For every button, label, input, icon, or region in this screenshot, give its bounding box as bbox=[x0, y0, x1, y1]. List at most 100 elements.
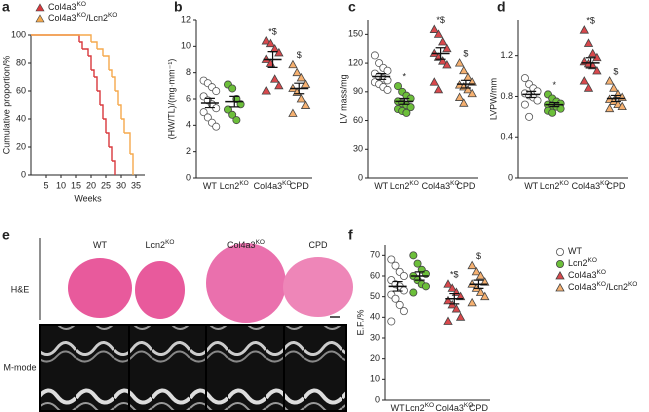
text-part: Col4a3 bbox=[568, 270, 597, 280]
text-part: Lcn2 bbox=[405, 403, 425, 412]
text-part: Col4a3 bbox=[48, 2, 77, 12]
image-panel bbox=[39, 238, 353, 412]
y-tick-label: 70 bbox=[370, 250, 380, 260]
y-tick-label: 0 bbox=[21, 169, 26, 179]
x-tick-label: 35 bbox=[131, 180, 141, 190]
point bbox=[455, 291, 466, 301]
point bbox=[433, 29, 444, 38]
point bbox=[292, 67, 302, 77]
point bbox=[261, 86, 271, 95]
y-tick-label: 0 bbox=[508, 172, 513, 182]
legend-label: Col4a3KO bbox=[48, 1, 86, 12]
m-mode-image bbox=[39, 324, 347, 412]
point bbox=[395, 300, 404, 309]
point bbox=[442, 59, 452, 69]
point bbox=[533, 96, 542, 105]
he-image-col4a3 bbox=[206, 243, 286, 323]
point bbox=[212, 122, 221, 131]
text-part: /Lcn2 bbox=[606, 282, 628, 292]
point bbox=[443, 295, 453, 305]
he-image-lcn2 bbox=[135, 261, 185, 319]
point bbox=[520, 100, 529, 109]
text-part: Col4a3 bbox=[435, 403, 464, 412]
x-tick-label: Lcn2KO bbox=[405, 402, 434, 412]
survival-step bbox=[31, 34, 80, 42]
x-tick-label: Col4a3KO bbox=[572, 180, 610, 191]
x-tick-label: WT bbox=[203, 181, 217, 191]
y-tick-label: 120 bbox=[348, 57, 363, 67]
point bbox=[609, 83, 619, 92]
row-label: M-mode bbox=[3, 362, 36, 372]
panel-label: b bbox=[174, 0, 183, 15]
point bbox=[399, 286, 408, 295]
point bbox=[399, 307, 408, 316]
y-tick-label: 90 bbox=[353, 86, 363, 96]
text-part: Col4a3 bbox=[48, 13, 77, 23]
y-tick-label: 12 bbox=[181, 14, 191, 24]
point bbox=[387, 317, 396, 326]
x-tick-label: CPD bbox=[469, 403, 489, 412]
column-label: WT bbox=[93, 240, 107, 250]
column-label: Lcn2KO bbox=[146, 239, 175, 250]
error-bar bbox=[585, 57, 596, 69]
error-bar bbox=[526, 90, 537, 99]
point bbox=[296, 93, 307, 103]
point bbox=[459, 98, 469, 107]
survival-step bbox=[79, 41, 83, 49]
x-tick-label: Lcn2KO bbox=[220, 180, 249, 191]
y-tick-label: 60 bbox=[16, 85, 26, 95]
point bbox=[387, 255, 396, 264]
point bbox=[583, 83, 594, 92]
x-tick-label: CPD bbox=[456, 181, 476, 191]
y-tick-label: 10 bbox=[370, 374, 380, 384]
point bbox=[429, 77, 439, 86]
superscript: KO bbox=[282, 180, 291, 187]
superscript: KO bbox=[108, 12, 117, 19]
point bbox=[274, 47, 284, 57]
text-part: WT bbox=[391, 403, 405, 412]
point bbox=[409, 251, 418, 260]
text-part: Col4a3 bbox=[568, 282, 597, 292]
y-tick-label: 150 bbox=[348, 29, 363, 39]
point bbox=[471, 266, 482, 276]
legend-label: Col4a3KO/Lcn2KO bbox=[48, 12, 117, 23]
text-part: WT bbox=[568, 246, 582, 256]
survival-step bbox=[91, 41, 98, 49]
error-bar bbox=[473, 279, 484, 289]
y-tick-label: 20 bbox=[16, 141, 26, 151]
x-tick-label: 25 bbox=[101, 180, 111, 190]
point bbox=[399, 271, 408, 280]
legend-label: WT bbox=[568, 246, 582, 256]
text-part: CPD bbox=[469, 403, 489, 412]
superscript: KO bbox=[256, 239, 265, 246]
x-axis-label: Weeks bbox=[74, 193, 102, 203]
text-part: CPD bbox=[456, 181, 476, 191]
panel-label: a bbox=[2, 0, 10, 15]
point bbox=[480, 277, 490, 286]
significance: $ bbox=[463, 48, 468, 58]
x-tick-label: WT bbox=[524, 181, 538, 191]
survival-step bbox=[94, 76, 98, 91]
error-bar bbox=[376, 73, 387, 80]
point bbox=[443, 316, 453, 325]
point bbox=[588, 48, 598, 58]
y-tick-label: 6 bbox=[186, 93, 191, 103]
superscript: KO bbox=[77, 1, 86, 8]
text-part: WT bbox=[374, 181, 388, 191]
survival-step bbox=[103, 55, 110, 70]
survival-step bbox=[103, 118, 107, 133]
y-tick-label: 8 bbox=[186, 67, 191, 77]
point bbox=[406, 103, 415, 112]
y-tick-label: 60 bbox=[370, 270, 380, 280]
legend-swatch bbox=[555, 270, 565, 280]
point bbox=[454, 58, 465, 67]
point bbox=[454, 92, 465, 101]
point bbox=[467, 88, 477, 98]
y-tick-label: 2 bbox=[186, 146, 191, 156]
x-tick-label: Col4a3KO bbox=[422, 180, 460, 191]
y-tick-label: 0 bbox=[375, 394, 380, 404]
point bbox=[223, 105, 232, 114]
point bbox=[269, 74, 280, 83]
y-tick-label: 100 bbox=[11, 29, 26, 39]
point bbox=[604, 103, 615, 113]
